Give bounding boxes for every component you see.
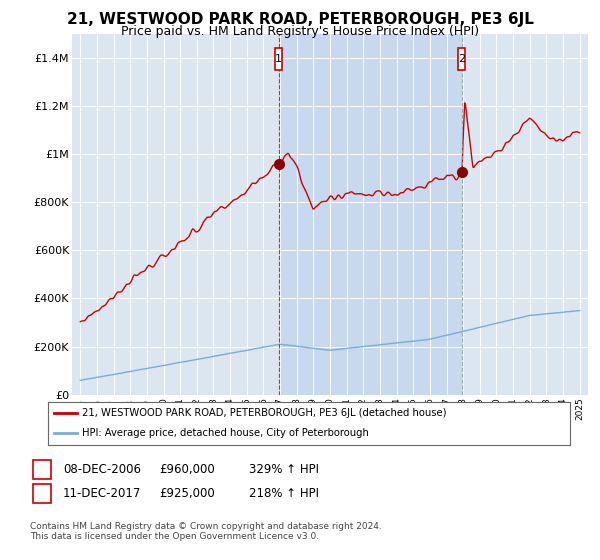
Text: Contains HM Land Registry data © Crown copyright and database right 2024.
This d: Contains HM Land Registry data © Crown c… — [30, 522, 382, 542]
Text: 2: 2 — [458, 54, 466, 64]
FancyBboxPatch shape — [275, 48, 282, 69]
Text: 21, WESTWOOD PARK ROAD, PETERBOROUGH, PE3 6JL: 21, WESTWOOD PARK ROAD, PETERBOROUGH, PE… — [67, 12, 533, 27]
Text: 1: 1 — [275, 54, 282, 64]
Text: 218% ↑ HPI: 218% ↑ HPI — [249, 487, 319, 501]
Text: 11-DEC-2017: 11-DEC-2017 — [63, 487, 142, 501]
Text: 2: 2 — [38, 489, 46, 499]
Text: HPI: Average price, detached house, City of Peterborough: HPI: Average price, detached house, City… — [82, 428, 369, 438]
Text: £925,000: £925,000 — [159, 487, 215, 501]
Text: 1: 1 — [38, 464, 46, 474]
Text: 329% ↑ HPI: 329% ↑ HPI — [249, 463, 319, 476]
FancyBboxPatch shape — [458, 48, 466, 69]
Text: 21, WESTWOOD PARK ROAD, PETERBOROUGH, PE3 6JL (detached house): 21, WESTWOOD PARK ROAD, PETERBOROUGH, PE… — [82, 408, 446, 418]
Bar — [279, 34, 462, 395]
Text: 08-DEC-2006: 08-DEC-2006 — [63, 463, 141, 476]
Text: £960,000: £960,000 — [159, 463, 215, 476]
Text: Price paid vs. HM Land Registry's House Price Index (HPI): Price paid vs. HM Land Registry's House … — [121, 25, 479, 38]
